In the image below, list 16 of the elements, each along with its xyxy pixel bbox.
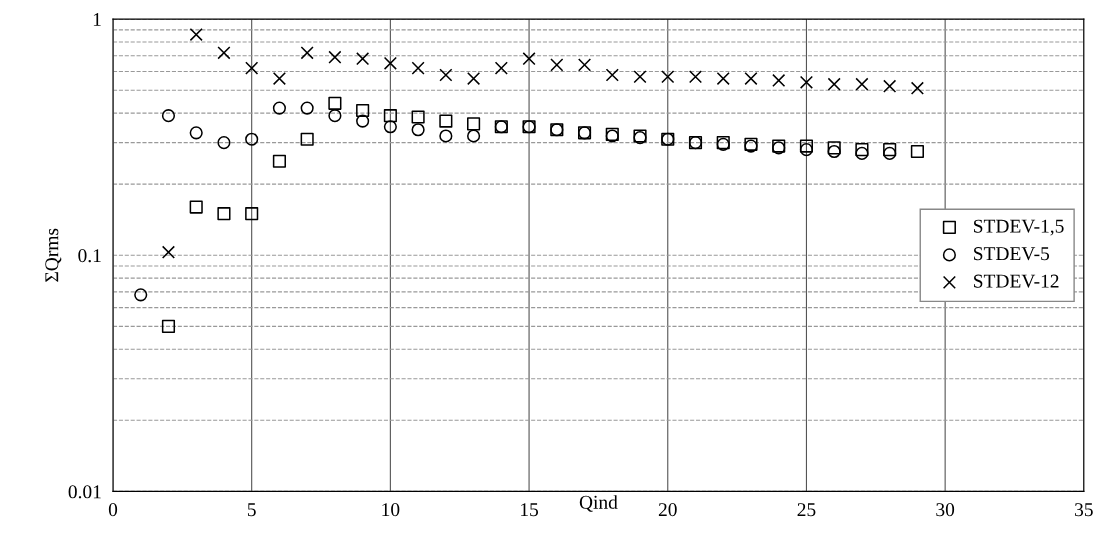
x-tick-label: 0 (108, 503, 118, 517)
y-tick-label: 0.01 (68, 485, 101, 499)
x-tick-label: 10 (382, 503, 400, 517)
x-tick-label: 25 (797, 503, 816, 517)
x-tick-label: 15 (521, 503, 539, 517)
x-tick-label: 5 (247, 503, 256, 517)
x-axis-title: Qind (579, 495, 618, 512)
y-axis-title: ΣQrms (45, 228, 62, 282)
legend-label: STDEV-1,5 (974, 219, 1064, 236)
x-tick-label: 35 (1075, 503, 1093, 517)
legend-label: STDEV-12 (974, 274, 1059, 288)
x-tick-label: 20 (658, 503, 677, 517)
legend-label: STDEV-5 (974, 247, 1050, 261)
x-tick-label: 30 (936, 503, 955, 517)
y-tick-label: 0.1 (78, 249, 101, 263)
y-tick-label: 1 (93, 13, 101, 26)
